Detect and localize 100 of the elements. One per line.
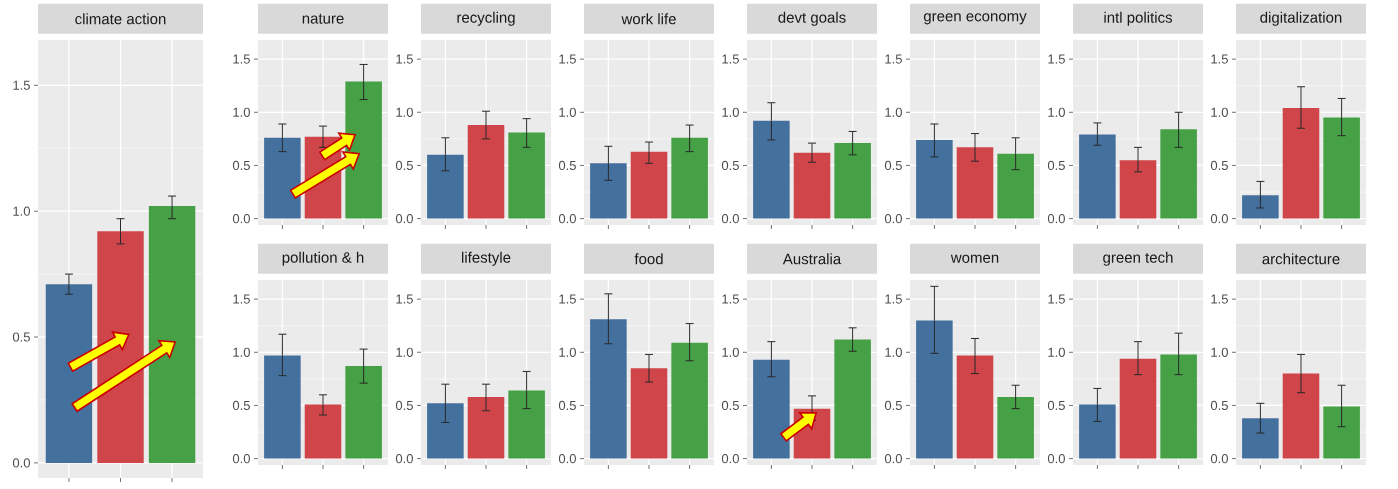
bar	[590, 163, 627, 219]
y-tick-label: 1.5	[13, 80, 30, 90]
bar	[1119, 160, 1157, 219]
y-tick-label: 0.5	[232, 160, 250, 171]
y-tick-label: 1.5	[396, 294, 413, 304]
bar	[590, 319, 627, 459]
y-tick-label: 0.0	[884, 214, 902, 224]
y-tick-label: 1.0	[559, 107, 576, 117]
y-tick-label: 1.5	[885, 294, 902, 304]
y-tick-label: 0.0	[12, 458, 30, 468]
y-tick-label: 1.0	[885, 107, 902, 117]
bar	[1160, 129, 1197, 219]
y-tick-label: 1.5	[559, 294, 576, 304]
bar	[467, 396, 505, 459]
y-tick-label: 0.5	[395, 400, 413, 411]
chart-title: digitalization	[1260, 11, 1342, 26]
y-tick-label: 1.0	[396, 107, 413, 117]
chart-title: green economy	[923, 13, 1027, 25]
chart-title: nature	[302, 13, 344, 24]
chart-title: green tech	[1103, 251, 1173, 266]
y-tick-label: 1.5	[233, 54, 250, 64]
bar	[997, 153, 1034, 219]
y-tick-label: 0.0	[721, 454, 739, 464]
y-tick-label: 0.0	[1047, 454, 1065, 464]
y-tick-label: 1.0	[1211, 107, 1228, 117]
bar	[1079, 404, 1116, 459]
chart-title: food	[634, 253, 663, 265]
bar	[1323, 117, 1360, 219]
y-tick-label: 1.0	[722, 107, 739, 117]
chart-title: work life	[621, 13, 676, 25]
y-tick-label: 1.5	[722, 294, 739, 304]
chart-title: pollution & h	[282, 251, 364, 266]
bar	[508, 132, 545, 219]
y-tick-label: 1.5	[1048, 54, 1065, 64]
y-tick-label: 0.5	[884, 400, 902, 411]
y-tick-label: 1.0	[885, 347, 902, 357]
y-tick-label: 1.0	[13, 206, 30, 216]
bar	[427, 403, 464, 459]
bar	[1242, 418, 1279, 459]
bar	[345, 81, 382, 219]
chart-title: devt goals	[778, 11, 846, 26]
y-tick-label: 1.0	[722, 347, 739, 357]
y-tick-label: 1.0	[1048, 107, 1065, 117]
bar	[1323, 406, 1360, 459]
chart-title: architecture	[1262, 253, 1340, 265]
bar	[1242, 195, 1279, 219]
y-tick-label: 1.0	[559, 347, 576, 357]
y-tick-label: 0.5	[558, 400, 576, 411]
y-tick-label: 0.5	[721, 160, 739, 171]
bar	[793, 152, 831, 219]
y-tick-label: 1.5	[559, 54, 576, 64]
bar	[671, 342, 708, 459]
y-tick-label: 0.0	[558, 454, 576, 464]
chart-title: climate action	[75, 13, 166, 25]
bar	[1079, 134, 1116, 219]
y-tick-label: 0.0	[1047, 214, 1065, 224]
y-tick-label: 0.5	[721, 400, 739, 411]
y-tick-label: 0.5	[1047, 160, 1065, 171]
y-tick-label: 0.5	[558, 160, 576, 171]
bar	[834, 339, 871, 459]
bar	[1160, 354, 1197, 459]
chart-title: Australia	[782, 253, 842, 265]
y-tick-label: 0.0	[884, 454, 902, 464]
chart-title: women	[950, 254, 999, 263]
chart-title: lifestyle	[462, 251, 511, 266]
y-tick-label: 0.0	[232, 454, 250, 464]
y-tick-label: 1.5	[396, 54, 413, 64]
y-tick-label: 1.5	[722, 54, 739, 64]
y-tick-label: 0.5	[1047, 400, 1065, 411]
bar	[304, 404, 342, 459]
y-tick-label: 1.0	[396, 347, 413, 357]
bar	[1282, 108, 1320, 219]
bar	[630, 151, 668, 219]
chart-title: recycling	[457, 11, 515, 26]
y-tick-label: 0.5	[395, 160, 413, 171]
y-tick-label: 0.5	[1210, 400, 1228, 411]
y-tick-label: 0.5	[884, 160, 902, 171]
bar	[508, 390, 545, 459]
bar	[630, 368, 668, 459]
y-tick-label: 1.0	[233, 347, 250, 357]
y-tick-label: 0.5	[1210, 160, 1228, 171]
bar	[997, 396, 1034, 459]
y-tick-label: 1.0	[233, 107, 250, 117]
bar	[753, 359, 790, 459]
bar	[467, 125, 505, 219]
bar	[916, 139, 953, 219]
y-tick-label: 1.0	[1211, 347, 1228, 357]
y-tick-label: 0.0	[1210, 454, 1228, 464]
y-tick-label: 1.5	[1211, 54, 1228, 64]
bar	[1119, 358, 1157, 459]
y-tick-label: 0.5	[12, 332, 30, 342]
bar	[427, 154, 464, 219]
y-tick-label: 0.0	[558, 214, 576, 224]
bar	[956, 147, 994, 219]
y-tick-label: 1.5	[885, 54, 902, 64]
bar	[956, 355, 994, 459]
y-tick-label: 0.0	[232, 214, 250, 224]
bar	[264, 355, 301, 459]
bar	[1282, 373, 1320, 459]
y-tick-label: 0.0	[395, 454, 413, 464]
